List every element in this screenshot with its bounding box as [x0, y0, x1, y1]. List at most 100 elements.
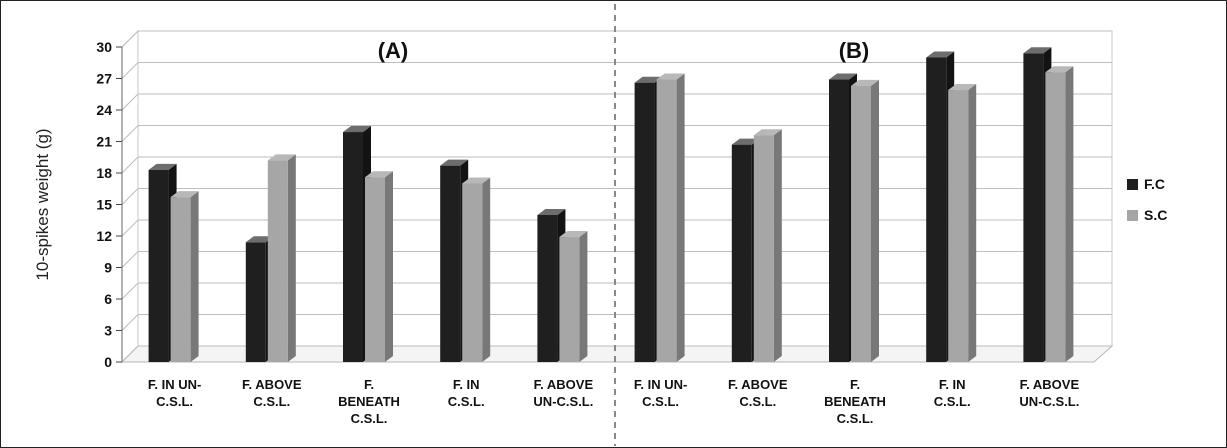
- bar-sc: [365, 177, 385, 362]
- bar-top-sc: [267, 154, 296, 161]
- bar-top-fc: [829, 73, 857, 80]
- bar-side-sc: [968, 84, 977, 363]
- bar-side-sc: [579, 231, 588, 362]
- bar-side-sc: [190, 191, 199, 362]
- bar-top-fc: [148, 163, 177, 170]
- bar-top-sc: [851, 79, 879, 86]
- bar-side-sc: [871, 79, 879, 362]
- bar-sc: [267, 160, 288, 362]
- bar-top-sc: [656, 73, 685, 80]
- x-tick-label: F. ABOVE: [1020, 377, 1080, 392]
- x-tick-label: C.S.L.: [837, 411, 874, 426]
- x-tick-label: C.S.L.: [739, 394, 776, 409]
- y-tick-label: 3: [104, 323, 112, 339]
- bar-fc: [926, 57, 947, 362]
- bar-sc: [1045, 72, 1066, 362]
- bar-top-fc: [537, 209, 566, 215]
- x-tick-label: F. ABOVE: [534, 377, 594, 392]
- bar-top-sc: [365, 171, 393, 178]
- y-tick-label: 12: [96, 228, 112, 244]
- bar-top-sc: [170, 191, 199, 198]
- bar-side-sc: [1065, 66, 1074, 362]
- x-tick-label: F.: [364, 377, 374, 392]
- gridline: [121, 219, 1112, 237]
- bar-side-sc: [385, 171, 393, 362]
- x-tick-label: F. IN UN-: [148, 377, 201, 392]
- x-tick-label: F. IN UN-: [634, 377, 687, 392]
- x-tick-label: F. ABOVE: [728, 377, 788, 392]
- bar-fc: [148, 169, 169, 362]
- bar-fc: [634, 82, 655, 362]
- x-tick-label: BENEATH: [338, 394, 400, 409]
- x-tick-label: C.S.L.: [351, 411, 388, 426]
- x-tick-label: UN-C.S.L.: [533, 394, 593, 409]
- x-tick-label: F. IN: [939, 377, 966, 392]
- bar-fc: [537, 215, 558, 362]
- bar-sc: [948, 90, 969, 363]
- bar-top-sc: [753, 129, 782, 136]
- gridline: [121, 156, 1112, 174]
- bar-top-sc: [559, 231, 588, 238]
- gridline: [121, 188, 1112, 205]
- x-tick-label: F.: [850, 377, 860, 392]
- bar-top-fc: [440, 159, 469, 166]
- bar-top-sc: [462, 177, 491, 184]
- bar-sc: [559, 237, 580, 362]
- bar-sc: [851, 85, 871, 362]
- y-tick-label: 21: [96, 134, 112, 150]
- bar-fc: [440, 165, 461, 362]
- bar-fc: [1023, 53, 1044, 363]
- bar-top-fc: [634, 76, 663, 83]
- x-tick-label: BENEATH: [824, 394, 886, 409]
- gridline: [121, 251, 1112, 268]
- bar-sc: [656, 79, 677, 363]
- y-tick-label: 9: [104, 260, 112, 276]
- x-tick-label: C.S.L.: [934, 394, 971, 409]
- bar-top-sc: [948, 84, 977, 91]
- bar-side-sc: [773, 129, 782, 362]
- bar-side-sc: [287, 154, 296, 362]
- bar-top-fc: [926, 51, 955, 58]
- gridline: [121, 30, 1112, 48]
- x-tick-label: C.S.L.: [156, 394, 193, 409]
- bar-sc: [753, 135, 774, 362]
- gridline: [121, 93, 1112, 111]
- bar-side-sc: [482, 177, 491, 362]
- bar-top-fc: [731, 138, 760, 145]
- bar-top-fc: [245, 236, 274, 243]
- bar-top-fc: [343, 126, 371, 133]
- y-tick-label: 6: [104, 291, 112, 307]
- gridline: [121, 282, 1112, 300]
- bar-fc: [245, 242, 266, 362]
- y-tick-label: 30: [96, 39, 112, 55]
- bar-side-sc: [676, 73, 685, 363]
- legend-swatch-sc: [1127, 210, 1138, 221]
- bar-sc: [170, 197, 191, 362]
- y-axis-label: 10-spikes weight (g): [33, 128, 52, 280]
- y-tick-label: 27: [96, 71, 112, 87]
- bar-fc: [829, 79, 849, 363]
- legend-swatch-fc: [1127, 179, 1138, 190]
- gridline: [121, 125, 1112, 142]
- x-tick-label: C.S.L.: [642, 394, 679, 409]
- x-tick-label: C.S.L.: [253, 394, 290, 409]
- gridline: [121, 62, 1112, 79]
- panel-label: (A): [378, 38, 409, 63]
- bar-top-sc: [1045, 66, 1074, 73]
- x-tick-label: UN-C.S.L.: [1019, 394, 1079, 409]
- gridline: [121, 345, 1112, 363]
- x-tick-label: C.S.L.: [448, 394, 485, 409]
- y-tick-label: 18: [96, 165, 112, 181]
- bar-fc: [731, 144, 752, 362]
- y-tick-label: 24: [96, 102, 112, 118]
- legend-label-sc: S.C: [1144, 207, 1167, 223]
- bar-fc: [343, 132, 363, 362]
- y-tick-label: 15: [96, 197, 112, 213]
- gridline: [121, 314, 1112, 331]
- y-tick-label: 0: [104, 354, 112, 370]
- panel-label: (B): [839, 38, 870, 63]
- x-tick-label: F. IN: [453, 377, 480, 392]
- x-tick-label: F. ABOVE: [242, 377, 302, 392]
